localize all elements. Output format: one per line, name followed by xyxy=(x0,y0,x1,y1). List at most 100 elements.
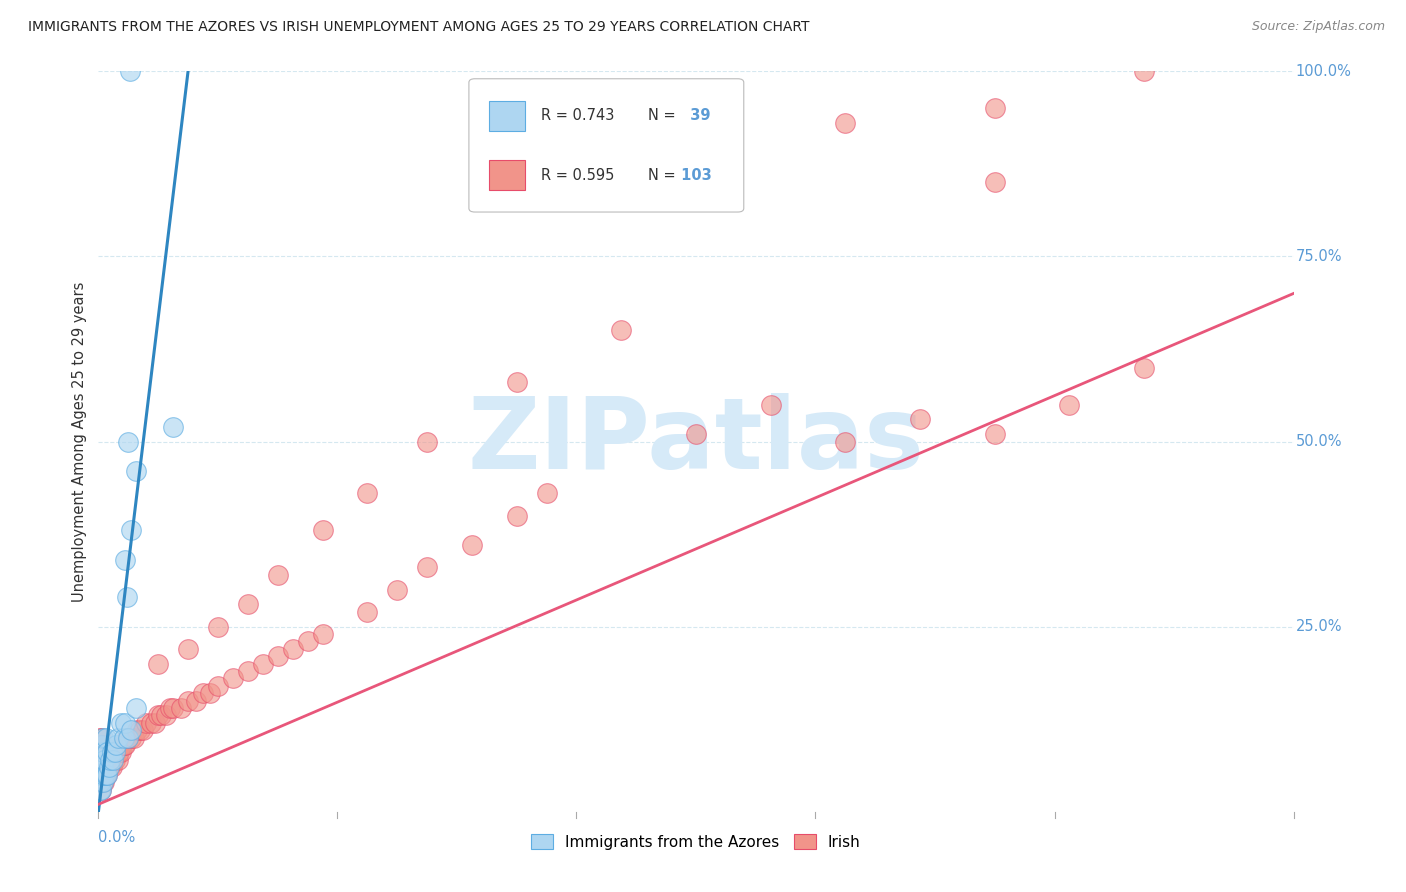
Point xyxy=(89,782,111,797)
Point xyxy=(1133,360,1156,375)
Point xyxy=(222,672,245,686)
Point xyxy=(120,524,142,538)
Point xyxy=(191,686,214,700)
Point xyxy=(91,760,114,774)
Point xyxy=(834,116,856,130)
Point xyxy=(101,760,124,774)
Point xyxy=(96,753,118,767)
Point xyxy=(91,775,114,789)
Point xyxy=(96,767,118,781)
Point xyxy=(110,746,132,760)
Point xyxy=(90,767,112,781)
Point xyxy=(281,641,304,656)
Point xyxy=(110,715,132,730)
Point xyxy=(91,731,114,745)
Point xyxy=(114,553,136,567)
Point xyxy=(984,102,1007,116)
Point xyxy=(200,686,222,700)
Point xyxy=(103,746,125,760)
Text: 75.0%: 75.0% xyxy=(1296,249,1343,264)
Point xyxy=(91,746,114,760)
Point xyxy=(177,694,200,708)
Point xyxy=(90,746,112,760)
Point xyxy=(89,731,111,745)
Point xyxy=(112,738,135,752)
Point xyxy=(90,738,112,752)
Point xyxy=(93,767,115,781)
Point xyxy=(120,731,142,745)
Text: N =: N = xyxy=(648,108,676,123)
Point xyxy=(114,715,136,730)
Text: 50.0%: 50.0% xyxy=(1296,434,1343,449)
Point xyxy=(90,782,112,797)
Point xyxy=(89,753,111,767)
Point xyxy=(177,641,200,656)
Point xyxy=(506,376,529,390)
Point xyxy=(984,427,1007,442)
Point xyxy=(129,723,152,738)
Point xyxy=(107,753,129,767)
Point xyxy=(89,760,111,774)
Point xyxy=(104,746,127,760)
Text: Source: ZipAtlas.com: Source: ZipAtlas.com xyxy=(1251,20,1385,33)
Point xyxy=(96,760,118,774)
Point xyxy=(89,746,111,760)
Legend: Immigrants from the Azores, Irish: Immigrants from the Azores, Irish xyxy=(524,828,868,856)
Point xyxy=(91,746,114,760)
Point xyxy=(236,664,259,678)
Point xyxy=(169,701,191,715)
Point xyxy=(610,324,633,338)
Point xyxy=(89,738,111,752)
Point xyxy=(114,738,136,752)
Point xyxy=(90,782,112,797)
Point xyxy=(91,738,114,752)
Point xyxy=(94,767,117,781)
Point xyxy=(93,760,115,774)
Y-axis label: Unemployment Among Ages 25 to 29 years: Unemployment Among Ages 25 to 29 years xyxy=(72,281,87,602)
Point xyxy=(207,619,229,633)
Point xyxy=(297,634,319,648)
Point xyxy=(89,760,111,774)
Point xyxy=(385,582,409,597)
Text: 39: 39 xyxy=(681,108,711,123)
Point xyxy=(685,427,707,442)
Point xyxy=(96,767,118,781)
Point xyxy=(107,731,129,745)
Point xyxy=(150,708,173,723)
Point xyxy=(311,627,333,641)
Point xyxy=(184,694,207,708)
FancyBboxPatch shape xyxy=(489,101,524,130)
Text: ZIPatlas: ZIPatlas xyxy=(468,393,924,490)
Point xyxy=(135,715,157,730)
Point xyxy=(356,486,378,500)
Text: 103: 103 xyxy=(676,168,711,183)
Point xyxy=(90,775,112,789)
Point xyxy=(90,731,112,745)
Point xyxy=(159,701,181,715)
Point xyxy=(89,767,111,781)
Point xyxy=(117,731,139,745)
Point xyxy=(90,760,112,774)
Point xyxy=(103,753,125,767)
Text: 100.0%: 100.0% xyxy=(1296,64,1351,78)
Point xyxy=(105,738,128,752)
Point xyxy=(1133,64,1156,78)
Point xyxy=(93,775,115,789)
Point xyxy=(97,760,120,774)
Point xyxy=(94,760,117,774)
Point xyxy=(236,598,259,612)
Point xyxy=(94,731,117,745)
Point xyxy=(112,731,135,745)
Point xyxy=(506,508,529,523)
Point xyxy=(118,64,141,78)
Point xyxy=(267,567,290,582)
Point xyxy=(139,715,162,730)
Point xyxy=(120,723,142,738)
Point xyxy=(91,753,114,767)
Point xyxy=(89,753,111,767)
Point xyxy=(97,760,120,774)
Point xyxy=(89,775,111,789)
Point xyxy=(115,590,138,604)
Point xyxy=(94,767,117,781)
FancyBboxPatch shape xyxy=(470,78,744,212)
